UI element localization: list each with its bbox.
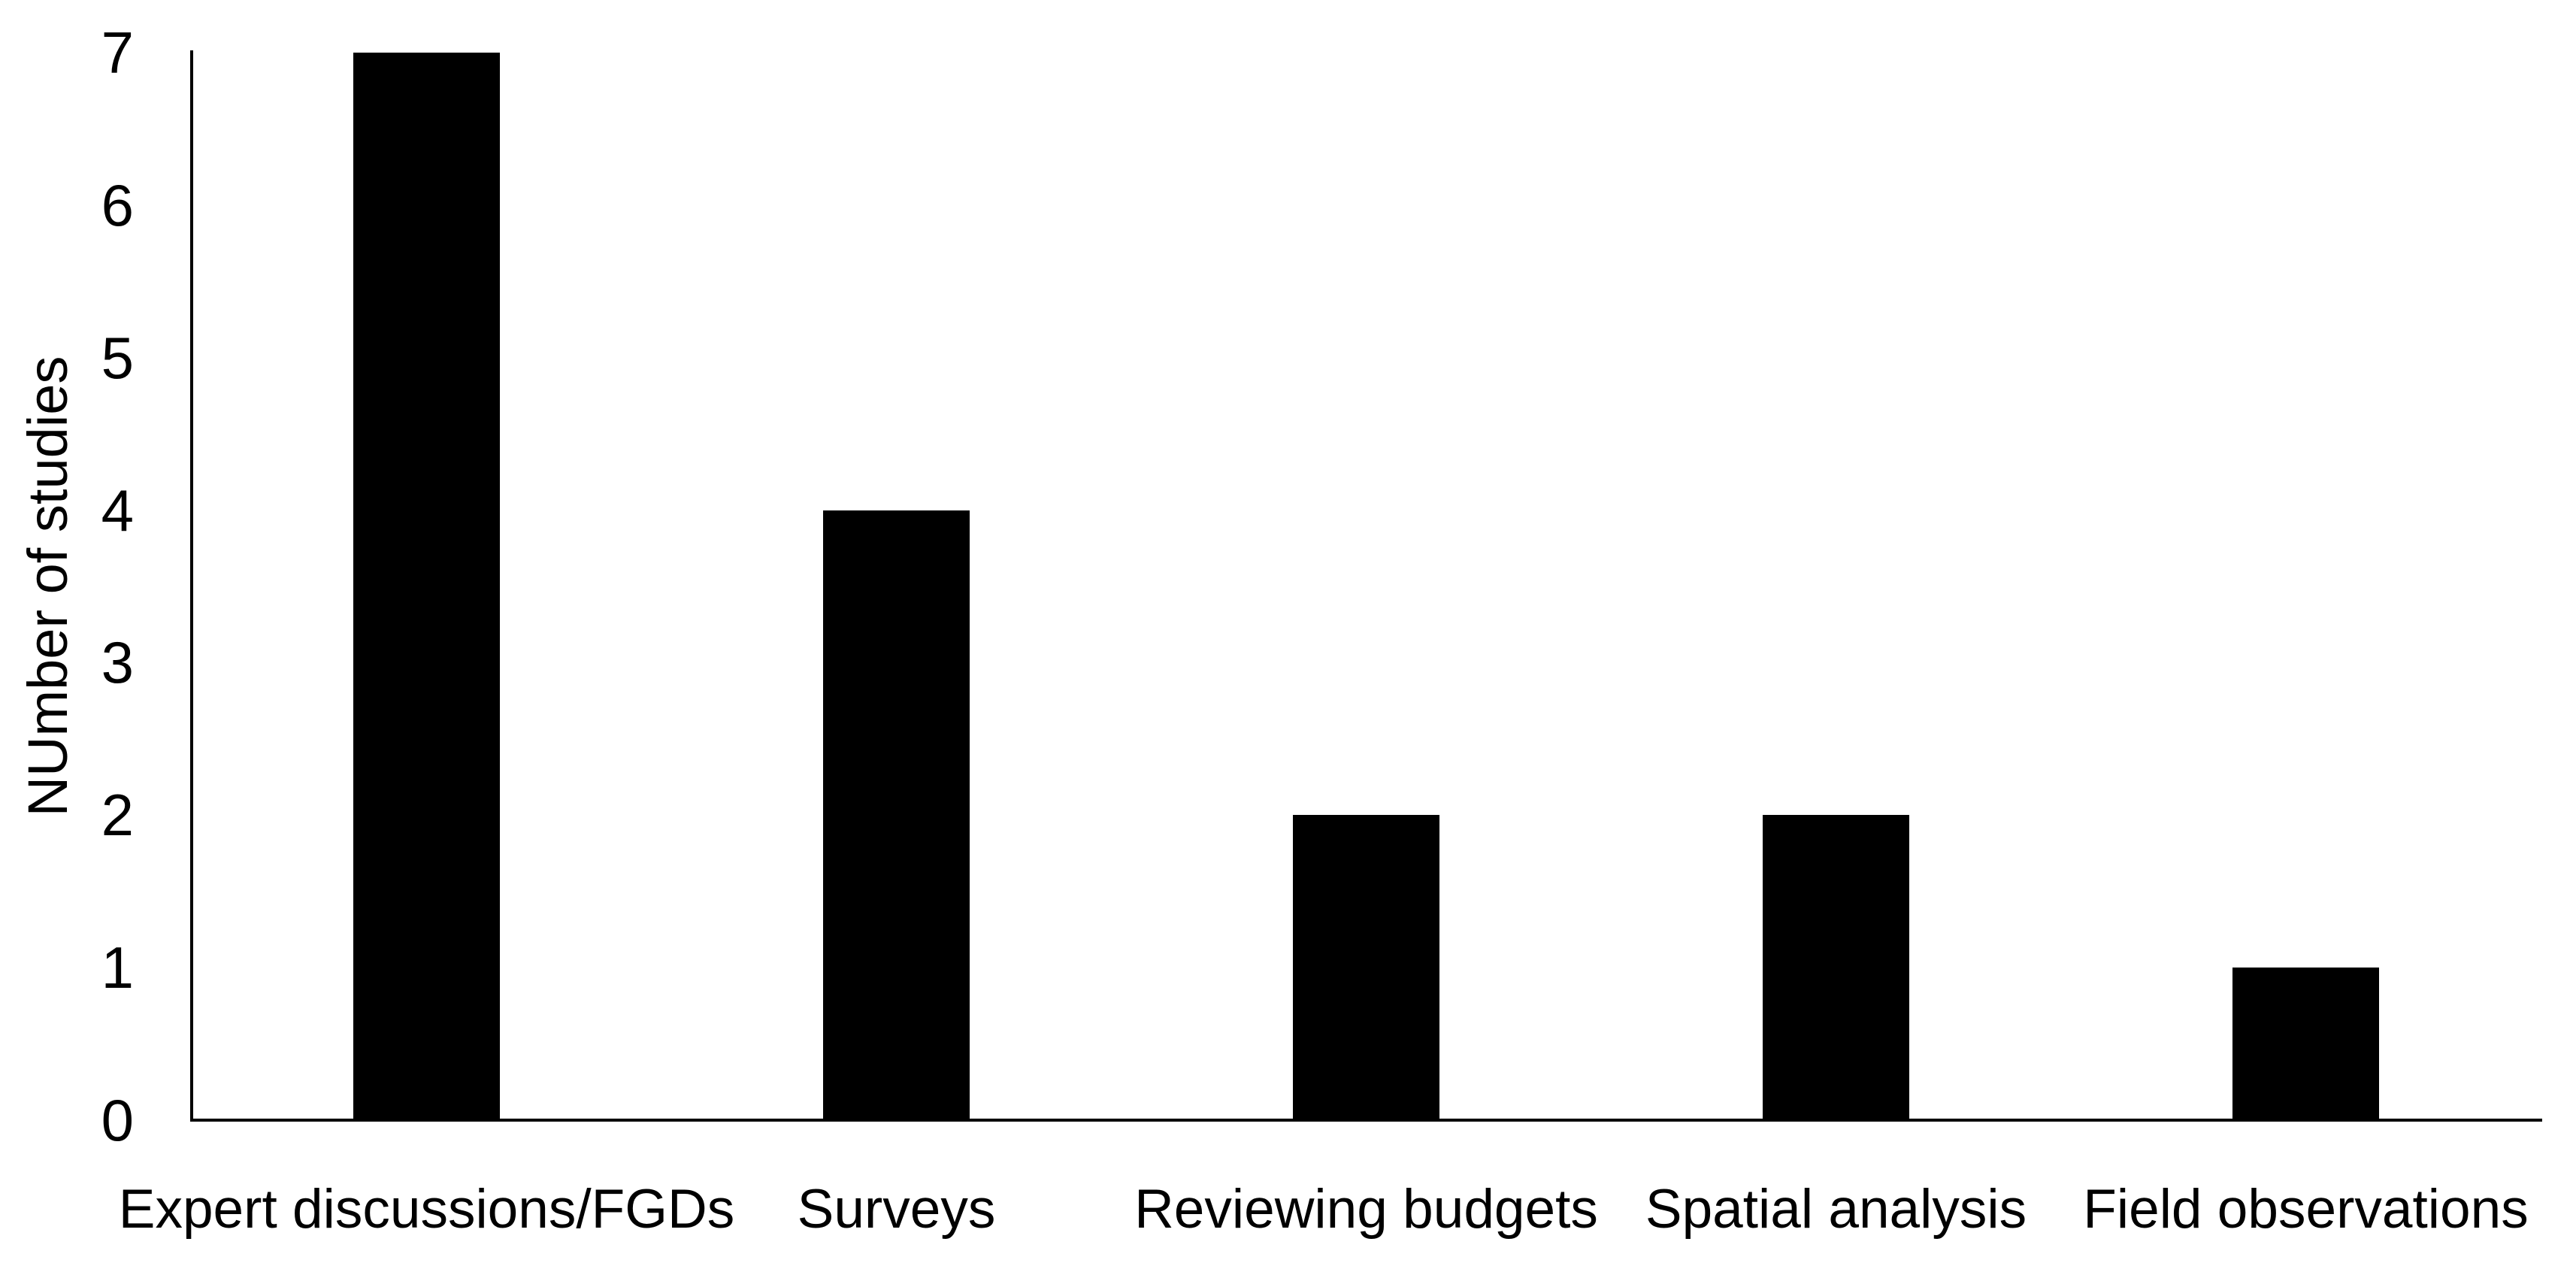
bar xyxy=(2232,968,2379,1119)
bar xyxy=(353,53,500,1119)
category-label: Surveys xyxy=(797,1179,996,1240)
category-label: Reviewing budgets xyxy=(1134,1179,1598,1240)
category-label: Field observations xyxy=(2083,1179,2529,1240)
y-tick-label: 0 xyxy=(101,1087,134,1153)
y-tick-label: 1 xyxy=(101,934,134,1001)
y-tick-label: 5 xyxy=(101,324,134,391)
y-tick-label: 3 xyxy=(101,629,134,696)
category-label: Expert discussions/FGDs xyxy=(118,1179,735,1240)
bar xyxy=(823,510,970,1119)
y-axis-line xyxy=(190,50,193,1122)
y-tick-label: 4 xyxy=(101,477,134,544)
bar xyxy=(1763,815,1909,1119)
y-tick-label: 2 xyxy=(101,782,134,849)
bar xyxy=(1293,815,1439,1119)
category-label: Spatial analysis xyxy=(1645,1179,2027,1240)
y-tick-label: 6 xyxy=(101,171,134,238)
x-axis-line xyxy=(190,1119,2542,1122)
y-tick-label: 7 xyxy=(101,20,134,86)
